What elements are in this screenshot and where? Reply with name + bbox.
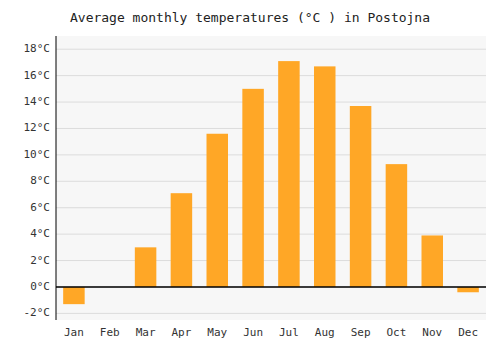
- grid-line: [56, 49, 486, 50]
- zero-line: [56, 286, 486, 288]
- bar: [350, 106, 372, 287]
- x-tick-label: Dec: [458, 326, 478, 339]
- y-tick-label: 12°C: [24, 121, 51, 134]
- grid-line: [56, 75, 486, 76]
- plot-area: [56, 36, 486, 320]
- grid-line: [56, 181, 486, 182]
- y-tick-label: 8°C: [30, 174, 50, 187]
- grid-line: [56, 234, 486, 235]
- x-axis: Jan Feb Mar Apr May Jun Jul Aug Sep Oct Nov Dec: [64, 326, 478, 339]
- grid-line: [56, 207, 486, 208]
- bar: [63, 287, 85, 304]
- bar: [207, 134, 229, 287]
- grid-line: [56, 313, 486, 314]
- x-tick-label: Nov: [422, 326, 442, 339]
- x-tick-label: May: [207, 326, 227, 339]
- x-tick-label: Feb: [100, 326, 120, 339]
- bar: [242, 89, 263, 287]
- y-tick-label: -2°C: [24, 306, 51, 319]
- title: Average monthly temperatures (°C ) in Po…: [70, 10, 430, 25]
- y-tick-label: 6°C: [30, 201, 50, 214]
- bar: [386, 164, 408, 287]
- bar: [171, 193, 193, 287]
- grid: [56, 49, 486, 313]
- bar: [422, 235, 444, 287]
- y-tick-label: 18°C: [24, 42, 51, 55]
- bar: [314, 66, 336, 287]
- chart: -2°C 0°C 2°C 4°C 6°C 8°C 10°C 12°C 14°C 16°C 18°C J…: [0, 0, 500, 350]
- y-tick-label: 0°C: [30, 280, 50, 293]
- grid-line: [56, 102, 486, 103]
- x-tick-label: Jul: [279, 326, 299, 339]
- bar: [457, 287, 479, 292]
- grid-line: [56, 286, 486, 287]
- grid-line: [56, 128, 486, 129]
- bar: [135, 247, 157, 287]
- y-tick-label: 2°C: [30, 254, 50, 267]
- y-axis: -2°C 0°C 2°C 4°C 6°C 8°C 10°C 12°C 14°C 16°C 18°C: [24, 42, 51, 319]
- x-tick-label: Aug: [315, 326, 335, 339]
- y-tick-label: 16°C: [24, 69, 51, 82]
- y-tick-label: 4°C: [30, 227, 50, 240]
- x-tick-label: Apr: [171, 326, 191, 339]
- bars: [63, 61, 479, 304]
- grid-line: [56, 154, 486, 155]
- x-tick-label: Sep: [351, 326, 371, 339]
- x-tick-label: Jun: [243, 326, 263, 339]
- x-tick-label: Oct: [386, 326, 406, 339]
- y-tick-label: 14°C: [24, 95, 51, 108]
- bar: [278, 61, 300, 287]
- y-tick-label: 10°C: [24, 148, 51, 161]
- x-tick-label: Mar: [136, 326, 156, 339]
- y-axis-line: [56, 36, 57, 320]
- x-tick-label: Jan: [64, 326, 84, 339]
